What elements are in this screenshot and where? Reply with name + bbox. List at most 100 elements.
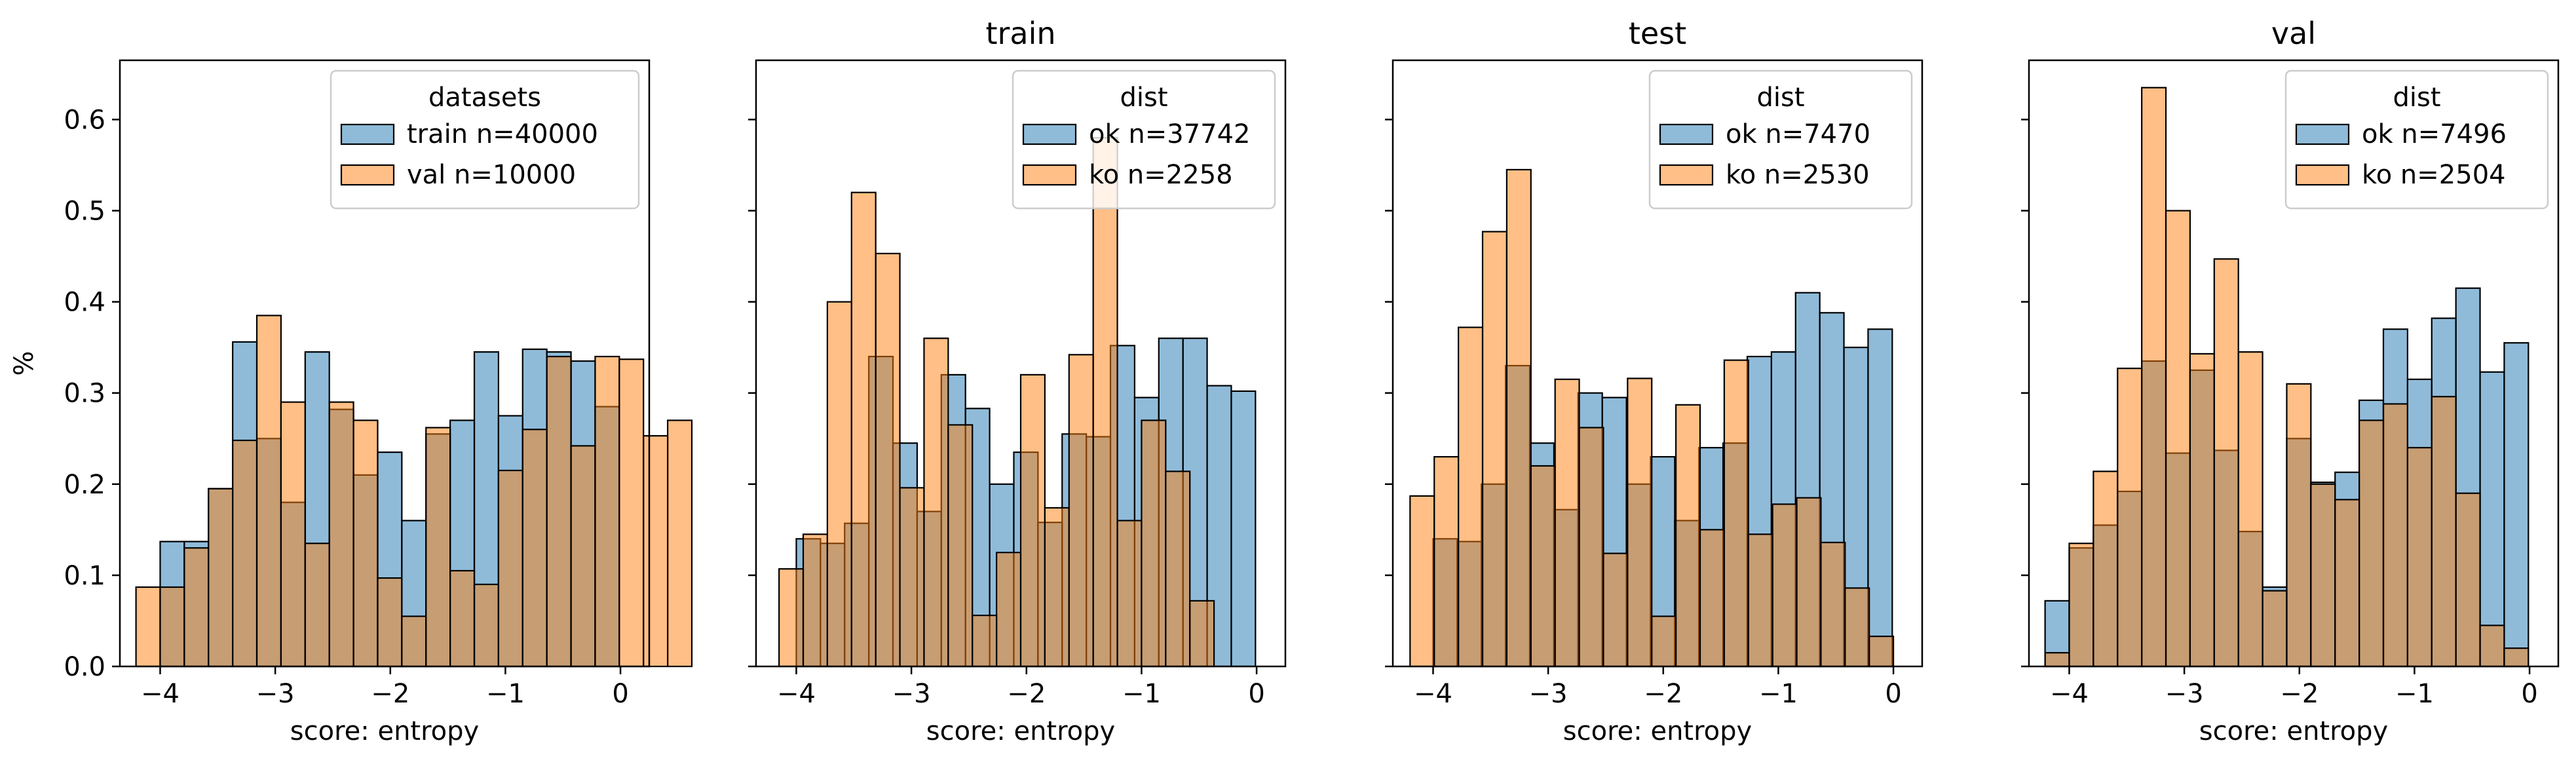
- histogram-bar: [2286, 383, 2312, 668]
- histogram-bar: [449, 569, 476, 668]
- histogram-bar: [2237, 351, 2263, 668]
- histogram-bar: [1068, 354, 1094, 668]
- histogram-bar: [1409, 495, 1435, 668]
- y-tick-label: 0.5: [64, 197, 105, 227]
- x-tick-label: 0: [1885, 679, 1901, 709]
- legend-entry-label: ko n=2530: [1726, 160, 1870, 190]
- x-tick-label: 0: [2521, 679, 2537, 709]
- legend-swatch: [2295, 164, 2350, 186]
- histogram-bar: [497, 469, 523, 668]
- legend-swatch: [2295, 123, 2350, 145]
- y-tick-label: 0.2: [64, 470, 105, 500]
- x-tick-label: −2: [1644, 679, 1682, 709]
- legend-frame: [330, 69, 640, 210]
- legend-entry-label: ko n=2504: [2362, 160, 2506, 190]
- histogram-bar: [2503, 342, 2529, 668]
- histogram-bar: [473, 583, 499, 668]
- axes-frame: [755, 59, 1287, 668]
- histogram-bar: [972, 615, 998, 668]
- histogram-bar: [2068, 543, 2094, 668]
- y-tick-label: 0.0: [64, 652, 105, 682]
- histogram-bar: [1699, 529, 1725, 668]
- legend-swatch: [340, 164, 395, 186]
- x-tick-label: −3: [1529, 679, 1568, 709]
- legend-frame: [1012, 69, 1276, 210]
- histogram-bar: [256, 315, 282, 668]
- x-tick-label: −2: [371, 679, 409, 709]
- histogram-bar: [2334, 499, 2360, 668]
- legend: dist ok n=37742 ko n=2258: [1012, 69, 1276, 210]
- histogram-bar: [996, 552, 1022, 668]
- histogram-bar: [1116, 520, 1143, 668]
- histogram-bar: [280, 401, 306, 668]
- histogram-bar: [135, 586, 161, 668]
- histogram-bar: [1481, 231, 1507, 668]
- histogram-bar: [2213, 258, 2239, 668]
- legend: dist ok n=7470 ko n=2530: [1648, 69, 1913, 210]
- y-tick-label: 0.6: [64, 105, 105, 135]
- histogram-bar: [183, 547, 210, 668]
- histogram-bar: [1019, 374, 1046, 668]
- legend-title: dist: [1120, 83, 1167, 113]
- histogram-bar: [899, 487, 925, 668]
- histogram-bar: [2479, 371, 2505, 668]
- legend: datasets train n=40000 val n=10000: [330, 69, 640, 210]
- x-tick-label: 0: [612, 679, 628, 709]
- histogram-bar: [1165, 470, 1191, 668]
- legend-swatch: [1659, 123, 1714, 145]
- panel-3: −4 −3 −2 −1 0 score: entropy test dist ok n=7470…: [1385, 16, 1923, 746]
- series-2-bars: [1409, 168, 1895, 668]
- x-axis-label: score: entropy: [2199, 716, 2388, 746]
- histogram-bar: [594, 355, 620, 668]
- histogram-bar: [1627, 377, 1653, 668]
- y-tick-label: 0.1: [64, 561, 105, 591]
- histogram-bar: [2358, 419, 2385, 668]
- histogram-bar: [1092, 137, 1118, 668]
- panel-4: −4 −3 −2 −1 0 score: entropy val dist ok n=7496 k…: [2021, 16, 2560, 746]
- histogram-bar: [2141, 86, 2167, 668]
- legend-title: dist: [1756, 83, 1804, 113]
- histogram-bar: [2431, 396, 2457, 668]
- histogram-bar: [352, 419, 379, 668]
- x-tick-label: −4: [2050, 679, 2089, 709]
- axes-frame: [1392, 59, 1923, 668]
- histogram-bar: [1723, 359, 1749, 668]
- x-tick-label: −3: [256, 679, 295, 709]
- histogram-bar: [425, 427, 451, 668]
- legend-entry-label: val n=10000: [407, 160, 576, 190]
- histogram-bar: [1844, 587, 1870, 668]
- histogram-bar: [643, 434, 669, 668]
- histogram-bar: [1868, 635, 1895, 668]
- histogram-bar: [1602, 552, 1629, 668]
- histogram-bar: [546, 355, 572, 668]
- histogram-bar: [2165, 210, 2191, 668]
- histogram-bar: [2503, 647, 2529, 668]
- legend-entry-label: ko n=2258: [1089, 160, 1233, 190]
- histogram-bar: [2262, 590, 2288, 668]
- legend-entry-label: ok n=7496: [2362, 119, 2507, 149]
- histogram-bar: [875, 252, 901, 668]
- histogram-bar: [826, 301, 852, 668]
- histogram-bar: [1530, 465, 1556, 668]
- y-tick-label: 0.3: [64, 379, 105, 409]
- histogram-bar: [1189, 600, 1215, 668]
- panel-title: val: [2271, 16, 2316, 51]
- legend-swatch: [1022, 164, 1077, 186]
- legend: dist ok n=7496 ko n=2504: [2284, 69, 2549, 210]
- histogram-bar: [401, 615, 427, 668]
- histogram-bar: [2406, 447, 2433, 668]
- histogram-bar: [1675, 404, 1701, 668]
- histogram-bar: [2382, 403, 2408, 668]
- histogram-bar: [2093, 470, 2119, 668]
- series-2-bars: [2044, 86, 2529, 668]
- x-tick-label: −1: [2395, 679, 2434, 709]
- histogram-bar: [304, 543, 330, 668]
- histogram-bar: [1747, 533, 1773, 668]
- histogram-bar: [2479, 624, 2505, 668]
- histogram-bar: [208, 488, 234, 668]
- histogram-bar: [570, 445, 596, 668]
- histogram-bar: [377, 577, 403, 668]
- legend-entry-label: train n=40000: [407, 119, 598, 149]
- histogram-bar: [778, 568, 805, 668]
